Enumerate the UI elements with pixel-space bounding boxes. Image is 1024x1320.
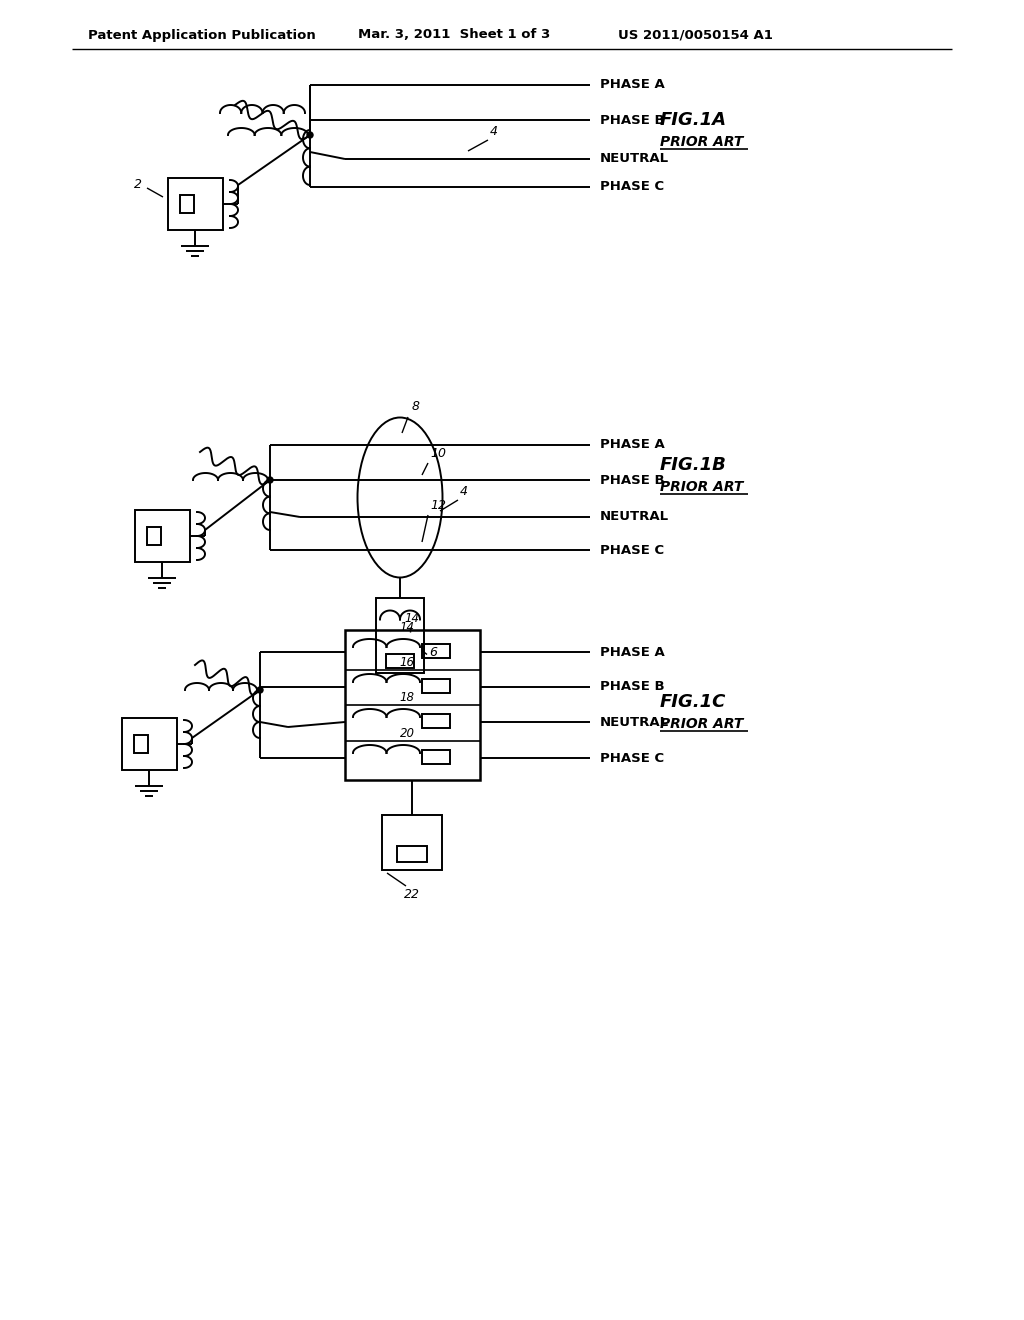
Text: PHASE B: PHASE B: [600, 114, 665, 127]
Text: 6: 6: [429, 645, 437, 659]
Bar: [376, 598, 424, 672]
Text: FIG.1C: FIG.1C: [660, 693, 726, 711]
Bar: [122, 718, 177, 770]
Text: US 2011/0050154 A1: US 2011/0050154 A1: [618, 29, 773, 41]
Text: PHASE C: PHASE C: [600, 181, 665, 194]
Text: NEUTRAL: NEUTRAL: [600, 153, 669, 165]
Text: 10: 10: [430, 447, 446, 459]
Text: PRIOR ART: PRIOR ART: [660, 135, 743, 149]
Bar: [422, 714, 450, 729]
Text: Patent Application Publication: Patent Application Publication: [88, 29, 315, 41]
Text: 4: 4: [490, 125, 498, 139]
Text: PHASE C: PHASE C: [600, 544, 665, 557]
Text: FIG.1B: FIG.1B: [660, 455, 727, 474]
Bar: [180, 195, 194, 213]
Text: PHASE A: PHASE A: [600, 645, 665, 659]
Bar: [345, 630, 480, 780]
Text: Mar. 3, 2011  Sheet 1 of 3: Mar. 3, 2011 Sheet 1 of 3: [358, 29, 550, 41]
Circle shape: [257, 686, 263, 693]
Bar: [147, 527, 161, 545]
Text: 14: 14: [404, 612, 420, 624]
Text: 22: 22: [404, 888, 420, 902]
Text: 8: 8: [412, 400, 420, 413]
Text: 14: 14: [399, 620, 415, 634]
Text: 12: 12: [430, 499, 446, 512]
Bar: [134, 735, 148, 752]
Text: PHASE B: PHASE B: [600, 474, 665, 487]
Text: 16: 16: [399, 656, 415, 669]
Text: PHASE A: PHASE A: [600, 78, 665, 91]
Bar: [382, 814, 442, 870]
Bar: [422, 678, 450, 693]
Text: FIG.1A: FIG.1A: [660, 111, 727, 129]
Text: 2: 2: [134, 178, 142, 191]
Text: NEUTRAL: NEUTRAL: [600, 715, 669, 729]
Text: 18: 18: [399, 690, 415, 704]
Bar: [386, 653, 414, 668]
Bar: [168, 178, 223, 230]
Text: 4: 4: [460, 484, 468, 498]
Bar: [422, 750, 450, 764]
Text: PRIOR ART: PRIOR ART: [660, 717, 743, 731]
Bar: [397, 846, 427, 862]
Text: NEUTRAL: NEUTRAL: [600, 511, 669, 524]
Circle shape: [307, 132, 313, 139]
Text: PHASE B: PHASE B: [600, 681, 665, 693]
Bar: [422, 644, 450, 657]
Text: PHASE A: PHASE A: [600, 438, 665, 451]
Text: PHASE C: PHASE C: [600, 751, 665, 764]
Text: 20: 20: [399, 727, 415, 741]
Bar: [135, 510, 190, 562]
Text: PRIOR ART: PRIOR ART: [660, 480, 743, 494]
Circle shape: [267, 477, 273, 483]
